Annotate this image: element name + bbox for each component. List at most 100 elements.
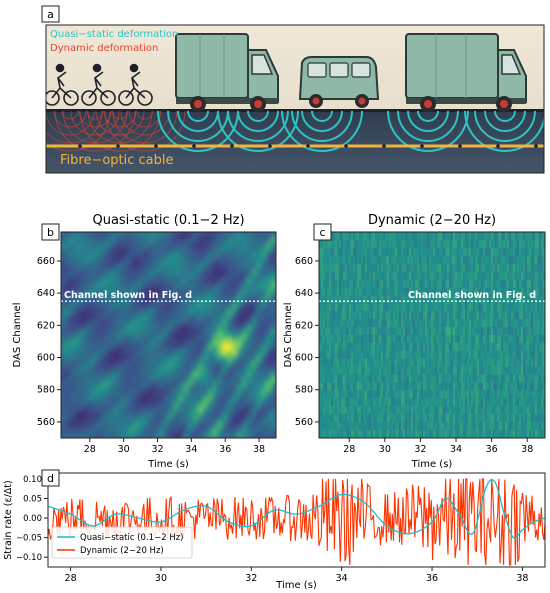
heatmap-cell [236,401,243,408]
heatmap-cell [153,268,160,274]
heatmap-cell [525,382,528,391]
heatmap-cell [427,255,430,265]
heatmap-cell [543,406,545,415]
heatmap-cell [271,252,276,259]
heatmap-cell [197,293,204,300]
heatmap-cell [168,278,174,285]
heatmap-cell [467,335,470,344]
heatmap-cell [168,283,174,290]
heatmap-cell [447,398,450,407]
heatmap-cell [212,262,218,269]
heatmap-cell [266,247,272,254]
heatmap-cell [256,391,262,398]
x-tick-label: 36 [486,444,498,455]
heatmap-cell [375,374,378,383]
heatmap-cell [104,252,111,259]
heatmap-cell [413,422,416,431]
heatmap-cell [207,314,214,321]
heatmap-cell [183,252,189,259]
heatmap-cell [261,288,267,295]
heatmap-cell [114,247,121,254]
heatmap-cell [413,287,416,296]
heatmap-cell [163,360,170,367]
heatmap-cell [463,406,466,415]
heatmap-cell [425,366,428,376]
heatmap-cell [491,319,494,328]
heatmap-cell [407,398,410,407]
heatmap-cell [134,422,140,429]
heatmap-cell [331,295,334,304]
x-tick-label: 28 [84,444,96,455]
heatmap-cell [541,271,544,280]
heatmap-cell [114,360,121,367]
heatmap-cell [329,358,332,368]
heatmap-cell [341,311,344,320]
heatmap-cell [365,327,368,336]
heatmap-cell [383,358,386,368]
heatmap-cell [357,406,360,415]
heatmap-cell [383,239,386,249]
heatmap-cell [335,232,338,241]
heatmap-cell [261,283,267,290]
heatmap-cell [153,422,160,429]
heatmap-cell [535,239,538,249]
heatmap-cell [411,319,414,328]
heatmap-cell [531,255,534,265]
heatmap-cell [337,342,340,352]
heatmap-cell [144,273,150,279]
heatmap-cell [541,382,544,391]
heatmap-cell [533,271,536,280]
heatmap-cell [395,232,398,241]
heatmap-cell [266,407,272,413]
heatmap-cell [409,295,412,304]
heatmap-cell [487,430,490,438]
heatmap-cell [119,427,126,434]
heatmap-cell [493,263,496,273]
heatmap-cell [75,427,82,434]
heatmap-cell [100,314,106,321]
heatmap-cell [385,398,388,407]
heatmap-cell [433,311,436,320]
heatmap-cell [202,396,209,403]
heatmap-cell [537,414,540,423]
heatmap-cell [431,311,434,320]
heatmap-cell [85,262,91,269]
heatmap-cell [369,255,372,265]
heatmap-cell [393,342,396,352]
heatmap-cell [399,374,402,383]
heatmap-cell [367,382,370,391]
heatmap-cell [109,232,116,238]
heatmap-cell [222,401,228,408]
heatmap-cell [467,398,470,407]
heatmap-cell [469,255,472,265]
heatmap-cell [505,342,508,352]
heatmap-cell [271,391,276,398]
heatmap-cell [443,390,446,399]
heatmap-cell [90,309,96,315]
heatmap-cell [61,293,67,300]
heatmap-cell [505,295,508,304]
heatmap-cell [529,295,532,304]
heatmap-cell [365,295,368,304]
heatmap-cell [493,374,496,383]
heatmap-cell [443,398,446,407]
heatmap-cell [173,273,179,279]
heatmap-cell [202,335,209,341]
heatmap-cell [351,430,354,438]
heatmap-cell [139,412,145,418]
heatmap-cell [411,247,414,257]
heatmap-cell [521,398,524,407]
heatmap-cell [337,350,340,360]
heatmap-cell [451,366,454,376]
heatmap-cell [411,279,414,288]
heatmap-cell [163,432,170,438]
heatmap-cell [439,271,442,280]
heatmap-cell [449,295,452,304]
heatmap-cell [246,391,253,398]
heatmap-cell [477,382,480,391]
heatmap-cell [513,279,516,288]
heatmap-cell [433,414,436,423]
heatmap-cell [417,287,420,296]
heatmap-cell [455,374,458,383]
heatmap-cell [188,314,194,321]
